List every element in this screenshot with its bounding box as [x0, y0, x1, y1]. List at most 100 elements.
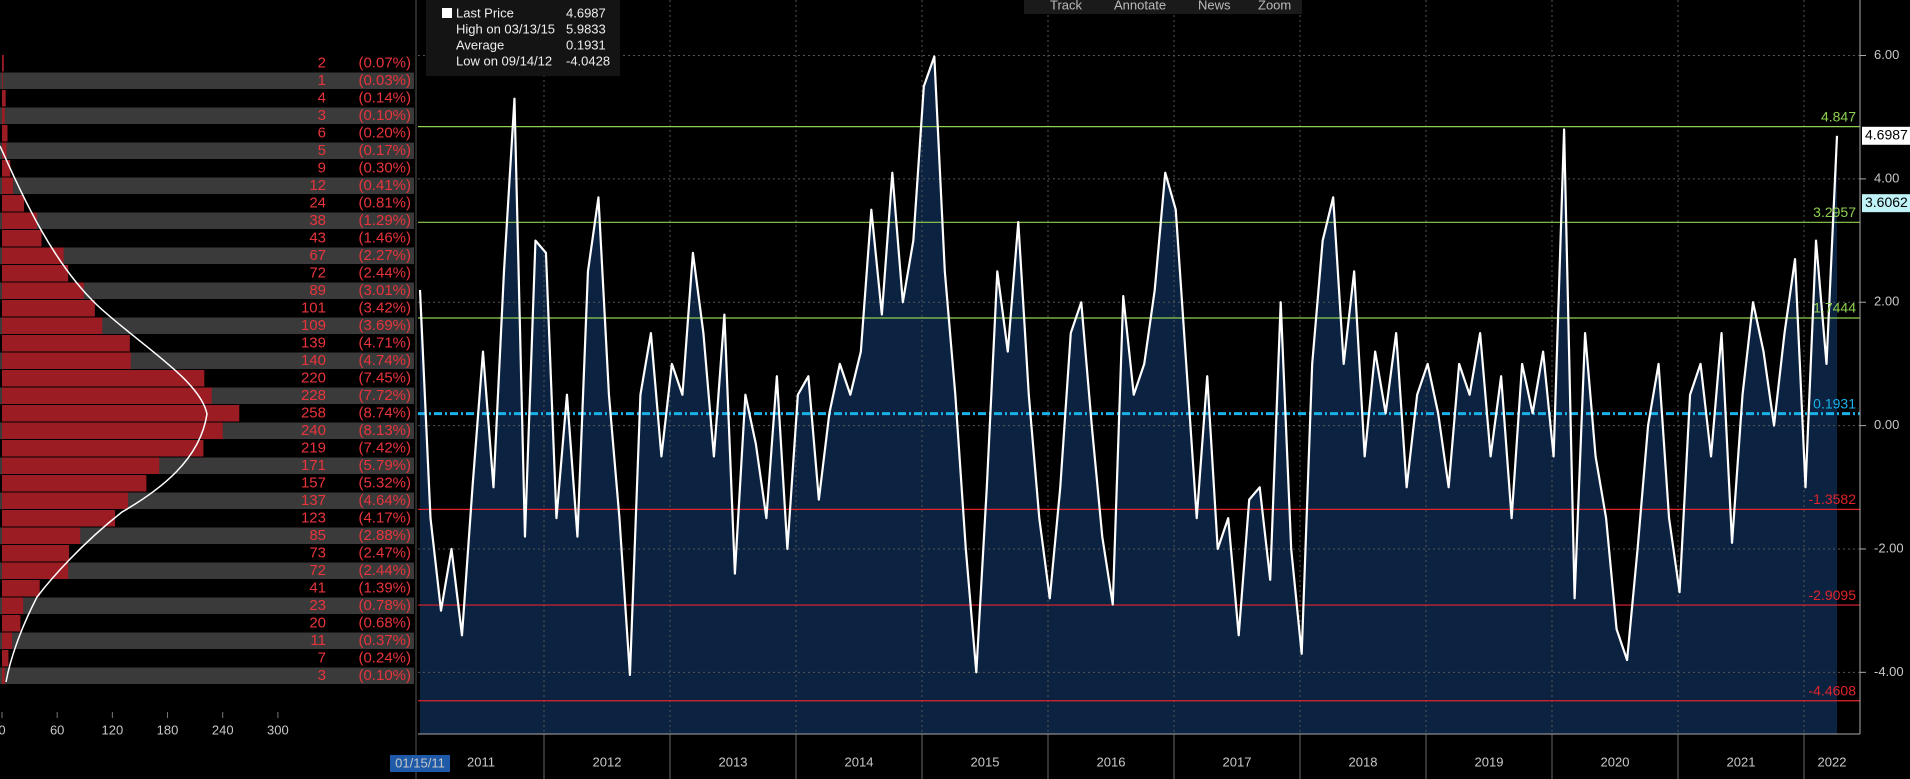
share-label: (2.44%)	[358, 562, 411, 579]
price-marker-label: 4.6987	[1865, 126, 1908, 142]
share-label: (4.17%)	[358, 510, 411, 527]
count-label: 258	[301, 405, 326, 422]
legend-value: 4.6987	[566, 5, 606, 20]
bar	[2, 457, 160, 474]
count-label: 109	[301, 317, 326, 334]
share-label: (1.29%)	[358, 212, 411, 229]
share-label: (8.74%)	[358, 405, 411, 422]
row-stripe	[0, 142, 414, 159]
bar	[2, 212, 37, 229]
share-label: (2.44%)	[358, 265, 411, 282]
count-label: 4	[318, 90, 326, 107]
level-label: -4.4608	[1809, 682, 1857, 698]
bar	[2, 317, 103, 334]
row-stripe	[0, 177, 414, 194]
bar	[2, 265, 69, 282]
row-stripe	[0, 632, 414, 649]
count-label: 67	[309, 247, 326, 264]
row-stripe	[0, 247, 414, 264]
bar	[2, 55, 4, 72]
toolbar-button[interactable]: Track	[1050, 0, 1083, 12]
count-label: 41	[309, 580, 326, 597]
bar	[2, 422, 223, 439]
bar	[2, 667, 5, 684]
toolbar-button[interactable]: Zoom	[1258, 0, 1291, 12]
level-label: 3.2957	[1813, 204, 1856, 220]
x-tick-label: 2021	[1727, 754, 1756, 769]
count-label: 123	[301, 510, 326, 527]
x-tick-label: 2022	[1818, 754, 1847, 769]
legend-box	[426, 0, 620, 76]
count-label: 157	[301, 475, 326, 492]
share-label: (0.41%)	[358, 177, 411, 194]
y-tick-label: 0.00	[1874, 417, 1899, 432]
toolbar-button[interactable]: Annotate	[1114, 0, 1166, 12]
share-label: (1.39%)	[358, 580, 411, 597]
share-label: (0.30%)	[358, 160, 411, 177]
bar	[2, 597, 24, 614]
bar	[2, 632, 13, 649]
count-label: 20	[309, 615, 326, 632]
x-tick-label: 2012	[593, 754, 622, 769]
x-tick-label: 2017	[1223, 754, 1252, 769]
line	[418, 55, 1839, 677]
count-label: 140	[301, 352, 326, 369]
toolbar-button[interactable]: News	[1198, 0, 1231, 12]
bar	[2, 510, 116, 527]
share-label: (7.42%)	[358, 440, 411, 457]
count-label: 219	[301, 440, 326, 457]
bar	[2, 90, 6, 107]
share-label: (3.01%)	[358, 282, 411, 299]
legend-label: Average	[456, 37, 504, 52]
bar	[2, 545, 70, 562]
share-label: (0.24%)	[358, 650, 411, 667]
share-label: (4.71%)	[358, 335, 411, 352]
bar	[2, 160, 11, 177]
share-label: (4.74%)	[358, 352, 411, 369]
x-tick-label: 2016	[1097, 754, 1126, 769]
row-stripe	[0, 667, 414, 684]
count-label: 240	[301, 422, 326, 439]
count-label: 6	[318, 125, 326, 142]
share-label: (3.42%)	[358, 300, 411, 317]
bar	[2, 142, 7, 159]
x-tick-label: 300	[267, 722, 289, 737]
share-label: (2.27%)	[358, 247, 411, 264]
share-label: (7.45%)	[358, 370, 411, 387]
x-tick-label: 2020	[1601, 754, 1630, 769]
count-label: 43	[309, 230, 326, 247]
legend-label: High on 03/13/15	[456, 21, 555, 36]
bar	[2, 440, 204, 457]
count-label: 137	[301, 492, 326, 509]
bar	[2, 335, 130, 352]
bar	[2, 650, 9, 667]
share-label: (1.46%)	[358, 230, 411, 247]
count-label: 89	[309, 282, 326, 299]
x-tick-label: 240	[212, 722, 234, 737]
price-marker	[1862, 126, 1910, 145]
legend: Last Price 4.6987 High on 03/13/15 5.983…	[426, 0, 620, 76]
area	[420, 56, 1837, 735]
level-label: 0.1931	[1813, 395, 1856, 411]
row-stripe	[0, 597, 414, 614]
count-label: 85	[309, 527, 326, 544]
row-stripe	[0, 527, 414, 544]
level-label: 4.847	[1821, 108, 1856, 124]
count-label: 38	[309, 212, 326, 229]
legend-label: Low on 09/14/12	[456, 53, 552, 68]
row-stripe	[0, 317, 414, 334]
count-label: 2	[318, 55, 326, 72]
distribution-curve	[0, 145, 208, 683]
count-label: 1	[318, 72, 326, 89]
x-tick-label: 180	[157, 722, 179, 737]
bar	[2, 562, 69, 579]
bar	[2, 107, 5, 124]
y-tick-label: 4.00	[1874, 170, 1899, 185]
bar	[2, 282, 84, 299]
count-label: 220	[301, 370, 326, 387]
bar	[2, 387, 212, 404]
count-label: 3	[318, 107, 326, 124]
toolbar: Track Annotate News Zoom	[1024, 0, 1302, 14]
row-stripe	[0, 107, 414, 124]
